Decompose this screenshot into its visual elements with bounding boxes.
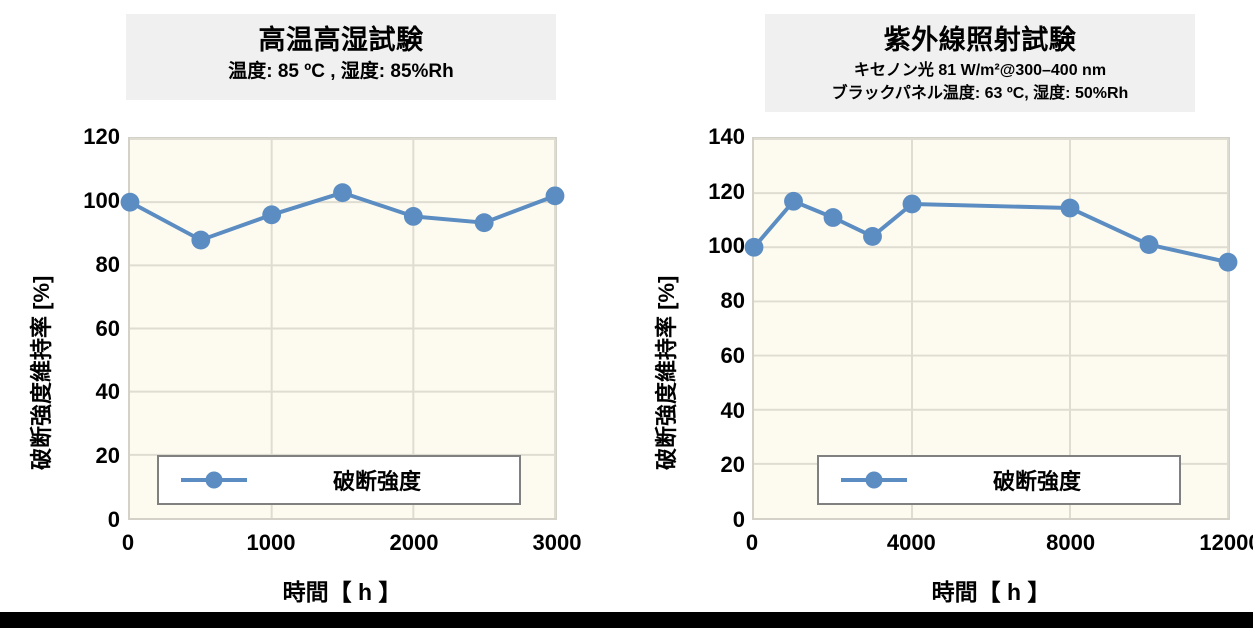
y-axis-tick-label: 60 (720, 342, 745, 368)
legend-line-marker-icon (159, 457, 269, 503)
data-point-marker[interactable] (120, 192, 140, 212)
y-axis-tick-label: 120 (708, 178, 745, 204)
y-axis-tick-label: 140 (708, 124, 745, 149)
x-axis-tick-label: 0 (745, 530, 759, 555)
x-axis-tick-label: 4000 (886, 530, 936, 555)
data-point-marker[interactable] (1139, 235, 1159, 254)
chart-title-block-right: 紫外線照射試験 キセノン光 81 W/m²@300–400 nm ブラックパネル… (765, 14, 1195, 112)
y-axis-title-right: 破断強度維持率 [%] (654, 275, 679, 470)
chart-subtitle-right-line-1: キセノン光 81 W/m²@300–400 nm (853, 61, 1107, 79)
y-axis-tick-label: 20 (95, 443, 120, 469)
x-axis-title-right: 時間【 h 】 (931, 579, 1051, 605)
x-axis-tick-label: 12000 (1199, 530, 1253, 555)
data-point-marker[interactable] (744, 237, 764, 257)
data-point-marker[interactable] (262, 205, 282, 225)
y-axis-tick-label: 0 (732, 507, 745, 532)
legend-left[interactable]: 破断強度 (157, 455, 521, 505)
y-axis-tick-label: 60 (95, 315, 120, 341)
y-axis-tick-label: 100 (83, 187, 120, 213)
series-line (752, 199, 1230, 265)
y-axis-ticks-left: 0 20 40 60 80 100 120 (68, 0, 120, 628)
x-axis-tick-label: 2000 (389, 530, 439, 555)
series-plot-left (120, 138, 565, 518)
legend-label-left: 破断強度 (332, 469, 421, 494)
chart-title-block-left: 高温高湿試験 温度: 85 ºC , 湿度: 85%Rh (126, 14, 556, 100)
y-axis-tick-label: 80 (720, 288, 745, 314)
chart-title-right: 紫外線照射試験 (883, 25, 1077, 55)
chart-title-left: 高温高湿試験 (258, 25, 424, 55)
chart-panel-left: 高温高湿試験 温度: 85 ºC , 湿度: 85%Rh 0 20 40 60 80 10… (29, 0, 582, 628)
data-point-marker[interactable] (333, 183, 352, 203)
legend-right[interactable]: 破断強度 (817, 455, 1181, 505)
data-point-marker[interactable] (191, 230, 211, 250)
data-point-marker[interactable] (902, 194, 922, 214)
x-axis-title-left: 時間【 h 】 (282, 579, 402, 605)
y-axis-tick-label: 80 (95, 251, 120, 277)
chart-subtitle-right-line-2: ブラックパネル温度: 63 ºC, 湿度: 50%Rh (831, 85, 1129, 103)
data-point-marker[interactable] (545, 186, 565, 206)
x-axis-tick-label: 3000 (532, 530, 582, 555)
data-point-marker[interactable] (403, 206, 423, 226)
y-axis-tick-label: 120 (83, 124, 120, 149)
legend-label-right: 破断強度 (992, 469, 1081, 494)
x-axis-tick-label: 0 (121, 530, 135, 555)
data-point-marker[interactable] (784, 191, 803, 211)
y-axis-tick-label: 100 (708, 233, 745, 259)
y-axis-ticks-right: 0 20 40 60 80 100 120 140 (693, 0, 745, 628)
data-point-marker[interactable] (1218, 252, 1238, 272)
chart-panel-right: 紫外線照射試験 キセノン光 81 W/m²@300–400 nm ブラックパネル… (627, 0, 1253, 628)
series-plot-right (744, 138, 1238, 518)
data-point-marker[interactable] (863, 227, 882, 246)
data-point-marker[interactable] (1060, 198, 1080, 218)
y-axis-tick-label: 20 (720, 452, 745, 478)
x-axis-tick-label: 1000 (246, 530, 296, 555)
y-axis-tick-label: 40 (95, 379, 120, 405)
data-point-marker[interactable] (474, 213, 494, 233)
y-axis-title-left: 破断強度維持率 [%] (29, 275, 54, 470)
x-axis-tick-label: 8000 (1046, 530, 1096, 555)
chart-subtitle-left-line-1: 温度: 85 ºC , 湿度: 85%Rh (228, 60, 454, 82)
bottom-bar (0, 612, 1253, 628)
y-axis-tick-label: 0 (107, 507, 120, 532)
data-point-marker[interactable] (823, 208, 843, 227)
y-axis-tick-label: 40 (720, 397, 745, 423)
legend-line-marker-icon (819, 457, 929, 503)
